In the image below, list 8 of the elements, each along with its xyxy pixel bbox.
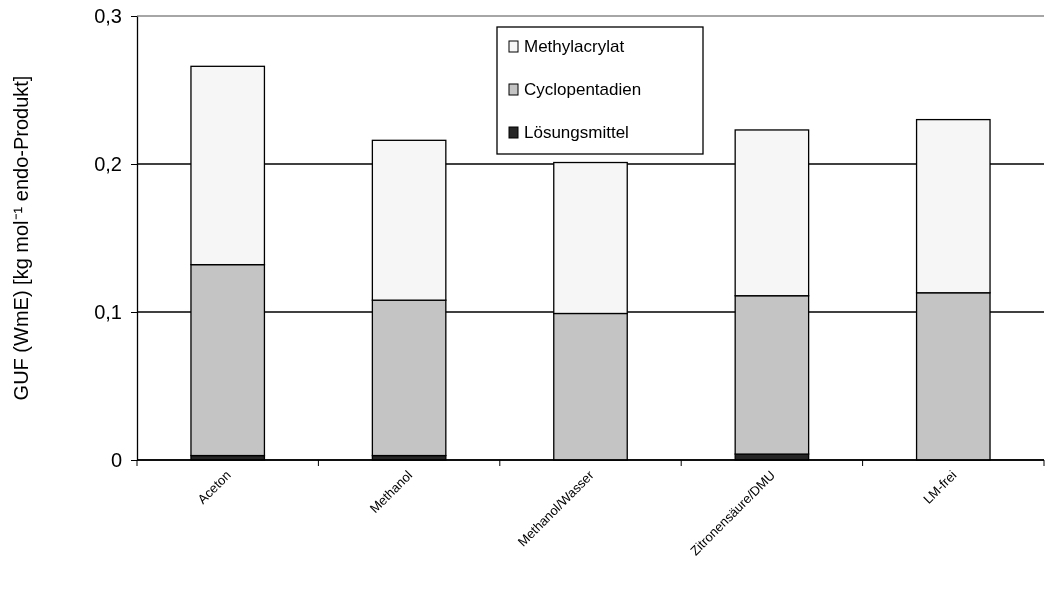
- y-tick-label: 0,2: [94, 152, 122, 175]
- y-tick-label: 0,1: [94, 300, 122, 323]
- legend-label: Cyclopentadien: [524, 80, 642, 99]
- y-tick-label: 0: [110, 448, 122, 471]
- legend-label: Lösungsmittel: [524, 123, 629, 142]
- y-tick-label: 0,3: [94, 4, 122, 27]
- legend-label: Methylacrylat: [524, 37, 625, 56]
- y-axis-title: GUF (WmE) [kg mol⁻¹ endo-Produkt]: [10, 75, 32, 401]
